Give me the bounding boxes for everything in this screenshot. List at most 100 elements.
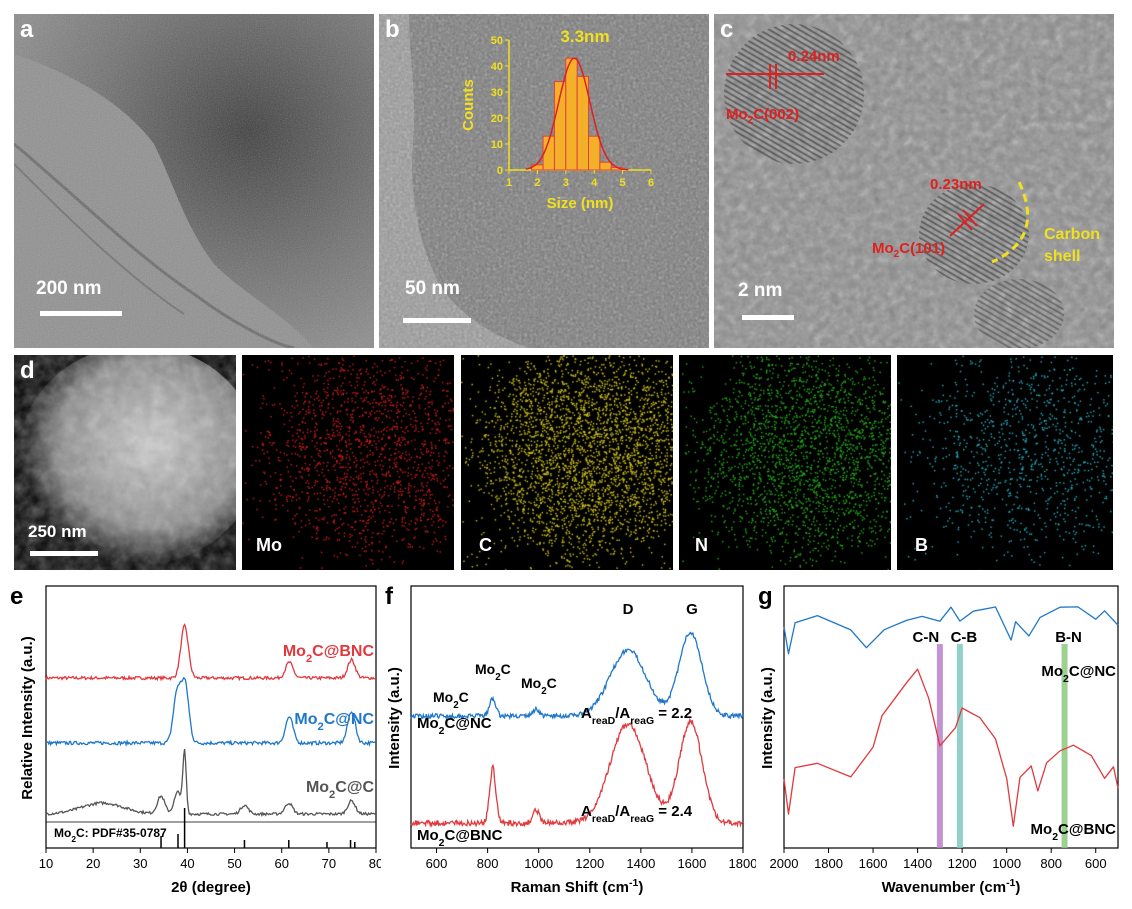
hist-bar xyxy=(588,135,601,171)
xrd-series-label-part-1: 2 xyxy=(306,653,312,665)
hist-y-tick-label: 40 xyxy=(491,61,503,73)
raman-ratio-bnc-part-3: reaG xyxy=(630,813,654,825)
raman-ratio-nc-part-1: reaD xyxy=(592,715,616,727)
xrd-x-tick-label: 50 xyxy=(227,856,241,871)
xrd-x-tick-label: 20 xyxy=(86,856,100,871)
raman-series-label-nc-part-0: Mo xyxy=(417,715,439,732)
xrd-series-label: Mo2C@C xyxy=(306,779,375,801)
hist-y-tick-label: 30 xyxy=(491,87,503,99)
raman-ratio-nc: AreaD/AreaG = 2.2 xyxy=(581,705,692,727)
hist-x-label: Size (nm) xyxy=(547,195,614,212)
xrd-series-line xyxy=(45,748,376,818)
raman-mo2c-label-part-2: C xyxy=(459,689,469,705)
xrd-x-tick-label: 30 xyxy=(133,856,147,871)
hist-x-tick-label: 1 xyxy=(506,177,512,189)
hist-x-tick-label: 4 xyxy=(591,177,598,189)
raman-series-label-bnc-part-2: C@BNC xyxy=(445,827,503,844)
eds-map-n-dots xyxy=(679,355,891,570)
xrd-series-label-part-2: C@NC xyxy=(324,711,375,728)
raman-ratio-bnc: AreaD/AreaG = 2.4 xyxy=(581,803,693,825)
raman-series-label-nc-part-2: C@NC xyxy=(445,715,492,732)
raman-mo2c-label: Mo2C xyxy=(521,675,557,697)
scale-bar-label-b: 50 nm xyxy=(405,278,460,299)
hist-title: 3.3nm xyxy=(560,27,609,46)
ftir-band-label: C-N xyxy=(913,629,940,646)
raman-x-tick-label: 600 xyxy=(426,856,448,871)
hist-x-tick-label: 5 xyxy=(620,177,626,189)
ftir-x-tick-label: 1800 xyxy=(814,856,843,871)
ftir-x-tick-label: 800 xyxy=(1040,856,1062,871)
d-spacing-label-2: 0.23nm xyxy=(930,176,982,193)
xrd-x-tick-label: 40 xyxy=(180,856,194,871)
hist-y-tick-label: 0 xyxy=(497,165,503,177)
raman-mo2c-label-part-1: 2 xyxy=(495,672,501,683)
xrd-ref-label-part-0: Mo xyxy=(54,826,71,840)
raman-peak-label-d: D xyxy=(623,601,634,618)
raman-x-label-part-2: ) xyxy=(638,879,643,896)
eds-map-b-label: B xyxy=(915,535,928,555)
xrd-x-tick-label: 80 xyxy=(369,856,381,871)
hist-y-label: Counts xyxy=(460,79,477,131)
ftir-x-tick-label: 1600 xyxy=(859,856,888,871)
hist-x-tick-label: 2 xyxy=(534,177,540,189)
ftir-band-label: C-B xyxy=(951,629,978,646)
hist-y-tick-label: 10 xyxy=(491,139,503,151)
hist-y-tick-label: 50 xyxy=(491,35,503,47)
xrd-series-label-part-2: C@C xyxy=(335,779,374,796)
raman-mo2c-label-part-2: C xyxy=(501,661,511,677)
ftir-x-tick-label: 1200 xyxy=(948,856,977,871)
raman-series-label-bnc-part-1: 2 xyxy=(439,837,445,849)
carbon-shell-label-2: shell xyxy=(1044,248,1081,265)
eds-map-n: N xyxy=(679,355,891,570)
hist-x-tick-label: 6 xyxy=(648,177,654,189)
raman-ratio-nc-part-2: /A xyxy=(615,705,630,722)
haadf-graphic xyxy=(14,355,236,570)
raman-mo2c-label: Mo2C xyxy=(475,661,511,683)
carbon-shell-label-1: Carbon xyxy=(1044,226,1100,243)
xrd-x-label: 2θ (degree) xyxy=(171,879,251,896)
raman-ratio-bnc-part-2: /A xyxy=(615,803,630,820)
xrd-ref-label-part-2: C: PDF#35-0787 xyxy=(76,826,167,840)
raman-ratio-nc-part-3: reaG xyxy=(630,715,654,727)
hrtem-image-c: c 0.24nm Mo2C(002) 0.23nm Mo2C(101) Carb… xyxy=(714,14,1114,348)
panel-label-g: g xyxy=(758,583,773,610)
xrd-series-label-part-0: Mo xyxy=(294,711,317,728)
raman-mo2c-label: Mo2C xyxy=(433,689,469,711)
xrd-frame xyxy=(45,585,377,849)
xrd-series-label: Mo2C@BNC xyxy=(283,643,375,665)
raman-x-label: Raman Shift (cm-1) xyxy=(511,877,644,896)
raman-ratio-nc-part-0: A xyxy=(581,705,592,722)
eds-map-c-dots xyxy=(461,355,673,570)
ftir-x-tick-label: 1400 xyxy=(903,856,932,871)
panel-label-a: a xyxy=(20,16,34,43)
ftir-frame xyxy=(783,585,1119,849)
ftir-band xyxy=(956,644,963,848)
raman-x-tick-label: 1000 xyxy=(524,856,553,871)
eds-map-n-label: N xyxy=(695,535,708,555)
xrd-series-line xyxy=(45,623,376,682)
d-spacing-label-1: 0.24nm xyxy=(788,48,840,65)
raman-mo2c-label-part-1: 2 xyxy=(453,700,459,711)
plane-label-2-pre: Mo xyxy=(872,240,894,257)
ftir-x-tick-label: 600 xyxy=(1085,856,1107,871)
panel-label-b: b xyxy=(385,16,400,43)
ftir-x-label-part-1: -1 xyxy=(1006,877,1015,889)
plane-label-1-sub: 2 xyxy=(747,115,754,126)
panel-label-c: c xyxy=(720,16,734,43)
ftir-band xyxy=(1061,644,1068,848)
raman-x-label-part-0: Raman Shift (cm xyxy=(511,879,629,896)
ftir-series-label-bnc-part-0: Mo xyxy=(1031,821,1053,838)
hist-fit-curve xyxy=(525,57,629,171)
raman-ratio-nc-part-4: = 2.2 xyxy=(654,705,692,722)
ftir-series-line-nc xyxy=(783,606,1119,655)
xrd-ref-label: Mo2C: PDF#35-0787 xyxy=(54,826,167,844)
raman-x-tick-label: 1600 xyxy=(677,856,706,871)
raman-x-tick-label: 800 xyxy=(477,856,499,871)
ftir-x-tick-label: 2000 xyxy=(770,856,799,871)
raman-mo2c-label-part-1: 2 xyxy=(541,686,547,697)
panel-label-e: e xyxy=(10,583,23,610)
xrd-series-label-part-1: 2 xyxy=(329,789,335,801)
xrd-x-tick-label: 70 xyxy=(322,856,336,871)
